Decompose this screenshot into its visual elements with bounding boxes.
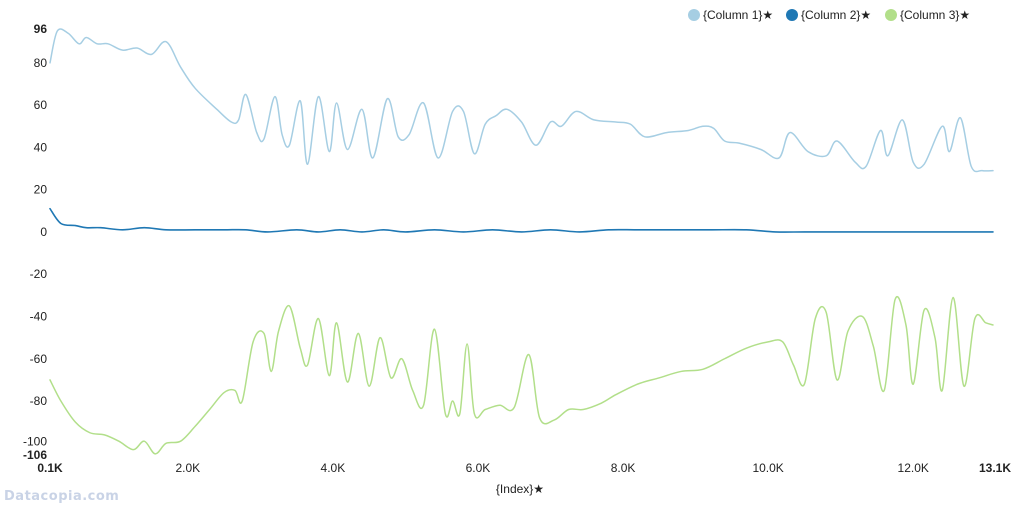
legend-label: {Column 2}★ (801, 8, 871, 22)
y-tick-label: -20 (30, 267, 48, 281)
series-line-column-2 (49, 207, 994, 233)
x-tick-label: 12.0K (898, 461, 929, 475)
y-axis: 96 80 60 40 20 0 -20 -40 -60 -80 -100-106 (23, 22, 47, 462)
legend[interactable]: {Column 1}★ {Column 2}★ {Column 3}★ (688, 8, 970, 22)
x-tick-label: 4.0K (321, 461, 346, 475)
x-axis: 0.1K 2.0K 4.0K 6.0K 8.0K 10.0K 12.0K 13.1K (37, 461, 1011, 475)
y-tick-label: 60 (34, 98, 48, 112)
series-line-column-1 (49, 28, 994, 173)
x-tick-label: 0.1K (37, 461, 63, 475)
series-line-column-3 (49, 296, 994, 455)
y-tick-label: 40 (34, 140, 48, 154)
legend-swatch-icon (885, 9, 897, 21)
x-tick-label: 10.0K (752, 461, 783, 475)
legend-swatch-icon (688, 9, 700, 21)
y-tick-label: -80 (30, 394, 48, 408)
y-tick-label: -100 (23, 434, 47, 448)
y-tick-label: 0 (40, 225, 47, 239)
y-tick-label: -40 (30, 309, 48, 323)
x-tick-label: 8.0K (611, 461, 636, 475)
legend-item-column-3[interactable]: {Column 3}★ (885, 8, 970, 22)
y-tick-label: -60 (30, 352, 48, 366)
legend-swatch-icon (786, 9, 798, 21)
x-tick-label: 6.0K (466, 461, 491, 475)
y-tick-label: -106 (23, 448, 47, 462)
x-tick-label: 13.1K (979, 461, 1011, 475)
series-lines (49, 28, 994, 455)
x-axis-title: {Index}★ (496, 482, 544, 496)
legend-label: {Column 3}★ (900, 8, 970, 22)
legend-item-column-1[interactable]: {Column 1}★ (688, 8, 773, 22)
legend-item-column-2[interactable]: {Column 2}★ (786, 8, 871, 22)
watermark-logo: Datacopia.com (4, 489, 119, 504)
y-tick-label: 80 (34, 56, 48, 70)
y-tick-label: 20 (34, 183, 48, 197)
legend-label: {Column 1}★ (703, 8, 773, 22)
x-tick-label: 2.0K (175, 461, 200, 475)
y-tick-label: 96 (34, 22, 48, 36)
